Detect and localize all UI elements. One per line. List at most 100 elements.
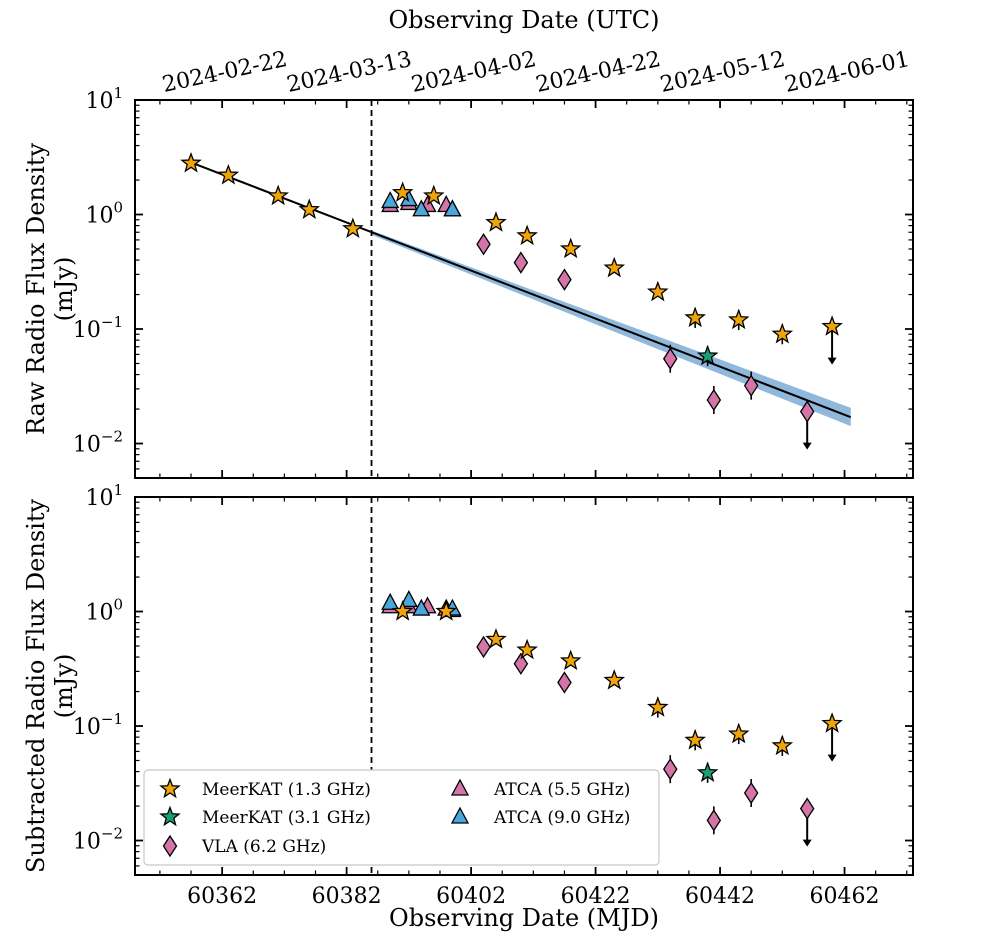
x-tick-label: 60422 bbox=[561, 884, 631, 909]
data-point-meerkat13 bbox=[422, 184, 445, 206]
y-tick-label: 10−1 bbox=[73, 710, 123, 740]
data-point-meerkat31 bbox=[696, 344, 719, 366]
x-tick-label: 60462 bbox=[810, 884, 880, 909]
upper-limit-arrow-head bbox=[827, 357, 837, 365]
upper-limit-arrow-head bbox=[802, 839, 812, 847]
data-point-atca90 bbox=[412, 199, 431, 217]
upper-limit-arrow-head bbox=[802, 442, 812, 450]
top-date-tick-label: 2024-06-01 bbox=[783, 47, 912, 98]
x-axis bbox=[159, 100, 908, 478]
power-law-fit-line bbox=[190, 161, 852, 419]
legend-marker-atca55 bbox=[450, 778, 470, 796]
data-point-atca90 bbox=[381, 191, 400, 209]
legend-entry-vla: VLA (6.2 GHz) bbox=[162, 834, 326, 858]
raw-flux-panel: 101 100 10−1 10−2 Raw Radio Flux Density (mJy… bbox=[22, 84, 914, 479]
legend-label: ATCA (5.5 GHz) bbox=[493, 780, 630, 800]
data-point-meerkat13 bbox=[516, 224, 538, 246]
legend-marker-meerkat31 bbox=[159, 805, 181, 827]
data-point-vla bbox=[557, 268, 572, 291]
data-point-vla bbox=[662, 347, 678, 370]
data-point-atca90 bbox=[381, 592, 400, 610]
data-point-meerkat13 bbox=[485, 628, 507, 649]
x-tick-label: 60402 bbox=[436, 884, 506, 909]
data-point-meerkat31 bbox=[696, 761, 719, 783]
series-vla bbox=[476, 233, 815, 450]
data-point-meerkat13 bbox=[684, 728, 706, 750]
data-point-meerkat13 bbox=[603, 669, 626, 690]
top-date-tick-label: 2024-04-22 bbox=[534, 47, 663, 98]
legend-label: MeerKAT (1.3 GHz) bbox=[202, 780, 371, 800]
y-tick-label: 10−2 bbox=[73, 825, 123, 855]
y-tick-label: 101 bbox=[85, 84, 123, 114]
top-date-tick-label: 2024-04-02 bbox=[409, 47, 538, 98]
series-meerkat13 bbox=[391, 600, 843, 762]
data-point-atca90 bbox=[399, 590, 418, 608]
data-point-meerkat13 bbox=[342, 217, 364, 239]
data-point-meerkat13 bbox=[821, 712, 843, 733]
data-point-vla bbox=[743, 781, 759, 805]
data-point-meerkat13 bbox=[298, 198, 321, 219]
data-point-vla bbox=[513, 652, 529, 675]
data-point-meerkat13 bbox=[267, 184, 289, 206]
data-point-vla bbox=[513, 251, 529, 274]
data-point-meerkat13 bbox=[559, 649, 582, 671]
data-point-meerkat13 bbox=[603, 256, 626, 278]
subtracted-flux-panel: 101 100 10−1 10−2 Subtracted Radio Flux Dens… bbox=[22, 481, 914, 876]
data-point-meerkat13 bbox=[727, 722, 750, 744]
upper-limit-arrow-head bbox=[827, 754, 837, 762]
data-point-vla bbox=[706, 388, 722, 412]
legend-entry-meerkat13: MeerKAT (1.3 GHz) bbox=[159, 777, 371, 800]
x-axis-label: Observing Date (MJD) bbox=[389, 904, 659, 932]
data-point-meerkat13 bbox=[684, 306, 706, 328]
data-point-vla bbox=[706, 809, 722, 832]
data-point-meerkat13 bbox=[771, 322, 794, 344]
data-point-vla bbox=[799, 797, 815, 820]
data-point-meerkat13 bbox=[727, 308, 750, 330]
y-axis-label-unit: (mJy) bbox=[50, 654, 78, 719]
data-point-vla bbox=[476, 635, 491, 659]
x-axis bbox=[159, 497, 908, 875]
series-meerkat13 bbox=[180, 151, 843, 365]
top-date-tick-label: 2024-02-22 bbox=[160, 47, 289, 98]
top-date-tick-label: 2024-03-13 bbox=[285, 47, 414, 98]
y-axis: 101 100 10−1 10−2 bbox=[73, 84, 913, 479]
data-point-vla bbox=[476, 233, 491, 256]
top-axis-label: Observing Date (UTC) bbox=[388, 6, 659, 34]
legend-box bbox=[143, 769, 660, 866]
legend-marker-meerkat13 bbox=[159, 777, 181, 799]
data-point-vla bbox=[799, 400, 815, 423]
data-point-atca90 bbox=[412, 598, 431, 616]
x-tick-label: 60362 bbox=[187, 884, 257, 909]
y-tick-label: 100 bbox=[85, 596, 123, 626]
y-tick-label: 101 bbox=[85, 481, 123, 511]
x-tick-label: 60442 bbox=[685, 884, 755, 909]
legend-label: ATCA (9.0 GHz) bbox=[493, 808, 630, 828]
y-axis: 101 100 10−1 10−2 bbox=[73, 481, 913, 876]
y-tick-label: 100 bbox=[85, 199, 123, 229]
legend-marker-atca90 bbox=[450, 806, 470, 824]
series-meerkat31 bbox=[696, 761, 719, 783]
data-point-meerkat13 bbox=[180, 151, 202, 173]
data-point-atca90 bbox=[443, 199, 462, 217]
legend-entry-atca55: ATCA (5.5 GHz) bbox=[450, 778, 630, 800]
legend: MeerKAT (1.3 GHz) MeerKAT (3.1 GHz) VLA (6… bbox=[143, 769, 660, 866]
legend-entry-atca90: ATCA (9.0 GHz) bbox=[450, 806, 630, 828]
data-point-meerkat13 bbox=[391, 181, 414, 202]
top-date-tick-label: 2024-05-12 bbox=[658, 47, 787, 98]
data-point-meerkat13 bbox=[391, 600, 414, 621]
plot-frame bbox=[134, 496, 914, 876]
data-point-vla bbox=[743, 374, 759, 397]
data-point-meerkat13 bbox=[559, 237, 582, 259]
data-point-meerkat13 bbox=[485, 211, 507, 232]
data-point-vla bbox=[557, 671, 572, 694]
y-axis-label: Subtracted Radio Flux Density bbox=[22, 499, 50, 874]
legend-marker-vla bbox=[162, 834, 178, 858]
data-point-meerkat13 bbox=[821, 315, 843, 336]
legend-entry-meerkat31: MeerKAT (3.1 GHz) bbox=[159, 805, 371, 828]
data-point-meerkat13 bbox=[217, 163, 240, 185]
data-point-meerkat13 bbox=[516, 638, 538, 660]
x-tick-label: 60382 bbox=[312, 884, 382, 909]
legend-label: VLA (6.2 GHz) bbox=[201, 837, 326, 857]
plot-frame bbox=[134, 99, 914, 479]
